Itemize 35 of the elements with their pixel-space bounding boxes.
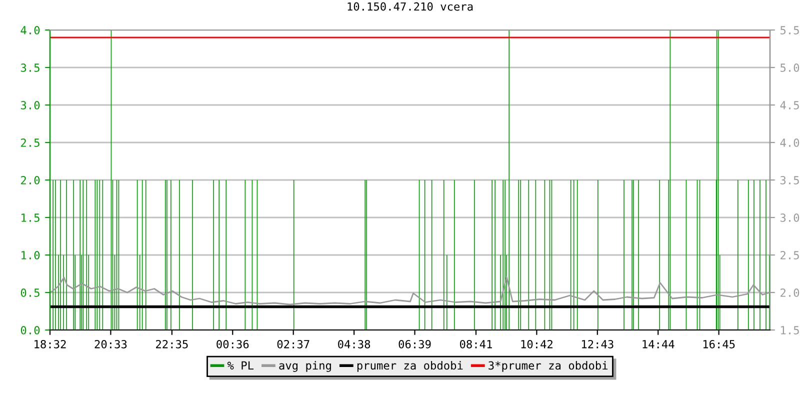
x-tick-label: 22:35 [156, 340, 188, 348]
y-tick-label: 3.0 [20, 101, 40, 110]
y2-tick-label: 3.0 [780, 214, 800, 222]
y-tick-label: 2.0 [21, 176, 40, 184]
y-tick-label: 0.5 [20, 288, 40, 297]
y-tick-label: 1.0 [22, 251, 40, 260]
x-tick-label: 14:44 [642, 340, 674, 348]
y2-tick-label: 2.0 [780, 288, 800, 297]
legend-label: 3*prumer za obdobi [488, 361, 608, 372]
y2-tick-label: 5.5 [780, 26, 799, 34]
y2-tick-label: 4.0 [780, 138, 800, 147]
x-tick-label: 02:37 [277, 340, 310, 348]
x-tick-label: 04:38 [338, 340, 370, 348]
y2-tick-label: 3.5 [780, 176, 799, 184]
chart-title: 10.150.47.210 vcera [348, 2, 473, 11]
x-tick-label: 06:39 [398, 340, 431, 348]
y-tick-label: 0.0 [20, 326, 40, 334]
y2-tick-label: 4.5 [780, 101, 799, 110]
legend-label: % PL [227, 361, 254, 370]
y-tick-label: 3.5 [20, 64, 40, 72]
x-tick-label: 10:42 [521, 340, 552, 348]
x-tick-label: 20:33 [94, 340, 127, 348]
y2-tick-label: 2.5 [780, 251, 799, 260]
y2-tick-label: 5.0 [780, 64, 800, 72]
y-tick-label: 4.0 [20, 26, 40, 34]
y2-tick-label: 1.5 [781, 326, 799, 334]
x-tick-label: 08:41 [460, 340, 492, 348]
legend-label: prumer za obdobi [357, 361, 463, 372]
legend-label: avg ping [279, 361, 331, 372]
x-tick-label: 12:43 [582, 340, 614, 348]
x-tick-label: 16:45 [703, 340, 735, 348]
y-tick-label: 1.5 [22, 214, 40, 222]
y-tick-label: 2.5 [21, 138, 40, 147]
x-tick-label: 18:32 [34, 340, 66, 348]
x-tick-label: 00:36 [216, 340, 249, 348]
